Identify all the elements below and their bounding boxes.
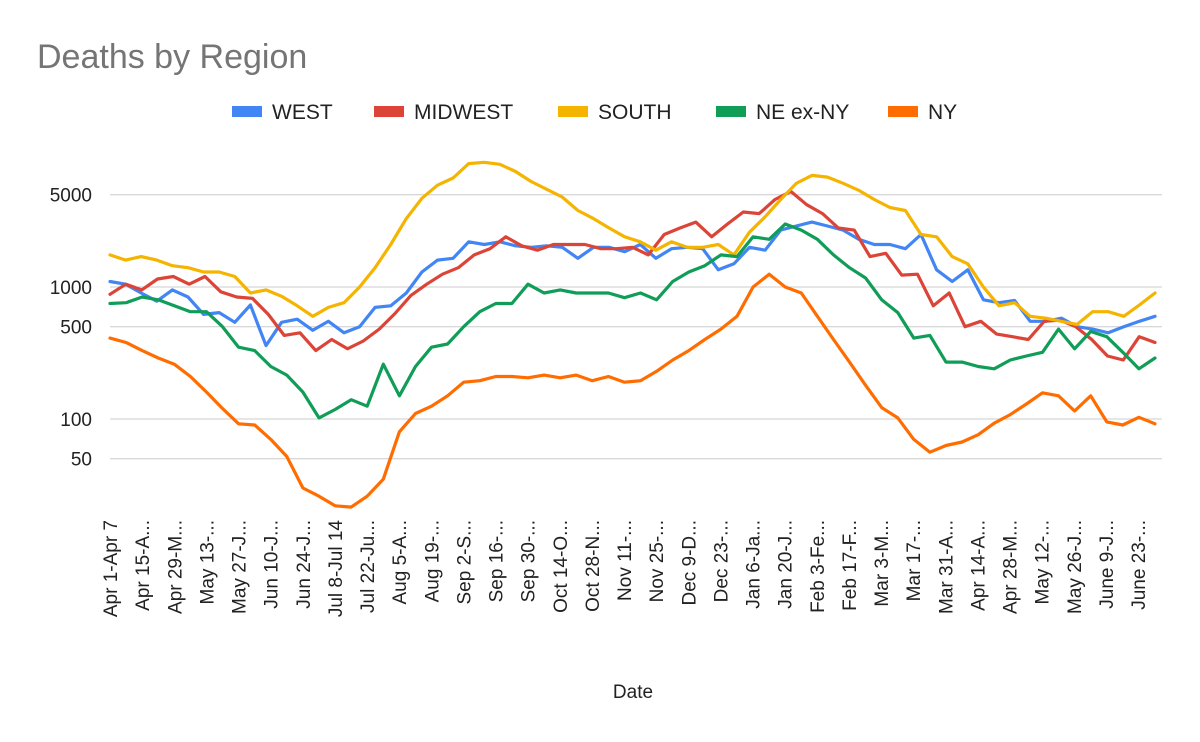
x-tick-label: Mar 3-M... [872, 520, 893, 607]
legend-label: NY [928, 101, 957, 124]
legend: WEST MIDWEST SOUTH NE ex-NY NY [232, 101, 957, 124]
x-tick-label: Feb 17-F... [840, 520, 861, 611]
legend-label: NE ex-NY [756, 101, 849, 124]
x-tick-label: Aug 5-A... [390, 520, 411, 605]
x-tick-label: Nov 25-... [647, 520, 668, 602]
y-tick-label: 1000 [50, 278, 92, 299]
x-tick-label: Apr 15-A... [133, 520, 154, 611]
legend-swatch [716, 106, 746, 117]
gridlines [110, 194, 1162, 460]
x-tick-label: Dec 23-... [711, 520, 732, 602]
x-tick-label: May 27-J... [230, 520, 251, 614]
legend-item-midwest: MIDWEST [374, 101, 513, 124]
legend-item-west: WEST [232, 101, 333, 124]
y-tick-label: 500 [60, 318, 92, 339]
x-tick-label: Jul 8-Jul 14 [326, 520, 347, 618]
series-line-midwest [108, 189, 1157, 362]
x-tick-label: Oct 28-N... [583, 520, 604, 612]
x-tick-label: Apr 14-A... [968, 520, 989, 611]
x-tick-label: May 13-... [197, 520, 218, 604]
series-line-ne-ex-ny [108, 222, 1157, 420]
x-tick-label: Mar 17-... [904, 520, 925, 601]
x-tick-label: Nov 11-... [615, 520, 636, 601]
x-tick-label: Feb 3-Fe... [808, 520, 829, 613]
y-tick-label: 100 [60, 410, 92, 431]
x-tick-label: May 26-J... [1065, 520, 1086, 614]
x-tick-label: Sep 16-... [487, 520, 508, 602]
legend-label: SOUTH [598, 101, 672, 124]
x-tick-label: Jul 22-Ju... [358, 520, 379, 613]
x-axis-title: Date [613, 682, 653, 703]
x-tick-label: Sep 2-S... [454, 520, 475, 605]
x-tick-label: Jan 20-J... [776, 520, 797, 609]
x-tick-label: Dec 9-D... [679, 520, 700, 606]
x-tick-label: Sep 30-... [519, 520, 540, 602]
legend-swatch [374, 106, 404, 117]
legend-swatch [558, 106, 588, 117]
series-line-south [108, 160, 1157, 327]
legend-swatch [232, 106, 262, 117]
x-tick-label: Oct 14-O... [551, 520, 572, 613]
x-tick-label: June 23-... [1129, 520, 1150, 610]
series-lines [108, 160, 1157, 509]
y-axis-ticks: 50 100 500 1000 5000 [50, 186, 92, 471]
legend-swatch [888, 106, 918, 117]
series-line-ny [108, 272, 1157, 509]
x-tick-label: Apr 28-M... [1001, 520, 1022, 614]
x-axis-ticks: Apr 1-Apr 7 Apr 15-A... Apr 29-M... May 13-… [101, 520, 1150, 618]
chart-title: Deaths by Region [37, 38, 307, 76]
legend-item-ny: NY [888, 101, 957, 124]
x-tick-label: Jun 10-J... [262, 520, 283, 609]
x-tick-label: Aug 19-... [422, 520, 443, 602]
x-tick-label: Apr 1-Apr 7 [101, 520, 122, 617]
x-tick-label: May 12-... [1033, 520, 1054, 604]
x-tick-label: Jun 24-J... [294, 520, 315, 609]
legend-label: WEST [272, 101, 333, 124]
x-tick-label: June 9-J... [1097, 520, 1118, 609]
legend-item-ne-ex-ny: NE ex-NY [716, 101, 849, 124]
legend-item-south: SOUTH [558, 101, 672, 124]
x-tick-label: Apr 29-M... [165, 520, 186, 614]
x-tick-label: Jan 6-Ja... [744, 520, 765, 609]
x-tick-label: Mar 31-A... [936, 520, 957, 614]
y-tick-label: 50 [71, 450, 92, 471]
legend-label: MIDWEST [414, 101, 513, 124]
y-tick-label: 5000 [50, 186, 92, 207]
